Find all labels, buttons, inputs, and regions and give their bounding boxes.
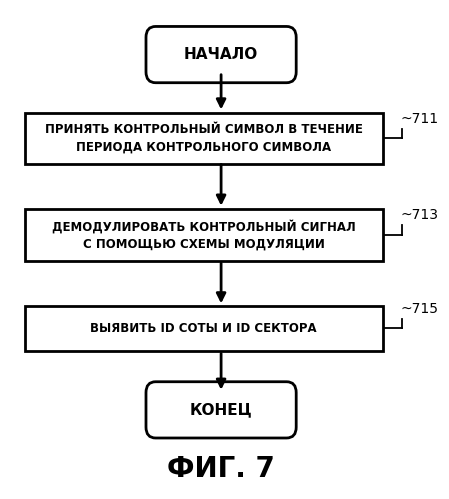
FancyBboxPatch shape — [146, 26, 296, 83]
Text: ~715: ~715 — [400, 302, 438, 316]
Text: НАЧАЛО: НАЧАЛО — [184, 47, 258, 62]
Text: ПРИНЯТЬ КОНТРОЛЬНЫЙ СИМВОЛ В ТЕЧЕНИЕ
ПЕРИОДА КОНТРОЛЬНОГО СИМВОЛА: ПРИНЯТЬ КОНТРОЛЬНЫЙ СИМВОЛ В ТЕЧЕНИЕ ПЕР… — [45, 123, 363, 154]
Text: ~713: ~713 — [400, 209, 438, 223]
FancyBboxPatch shape — [146, 382, 296, 438]
Text: ДЕМОДУЛИРОВАТЬ КОНТРОЛЬНЫЙ СИГНАЛ
С ПОМОЩЬЮ СХЕМЫ МОДУЛЯЦИИ: ДЕМОДУЛИРОВАТЬ КОНТРОЛЬНЫЙ СИГНАЛ С ПОМО… — [52, 219, 356, 250]
FancyBboxPatch shape — [25, 113, 383, 164]
FancyBboxPatch shape — [25, 209, 383, 260]
Text: ВЫЯВИТЬ ID СОТЫ И ID СЕКТОРА: ВЫЯВИТЬ ID СОТЫ И ID СЕКТОРА — [90, 322, 317, 335]
Text: ~711: ~711 — [400, 112, 438, 126]
FancyBboxPatch shape — [25, 306, 383, 351]
Text: КОНЕЦ: КОНЕЦ — [190, 402, 252, 417]
Text: ФИГ. 7: ФИГ. 7 — [167, 455, 275, 483]
